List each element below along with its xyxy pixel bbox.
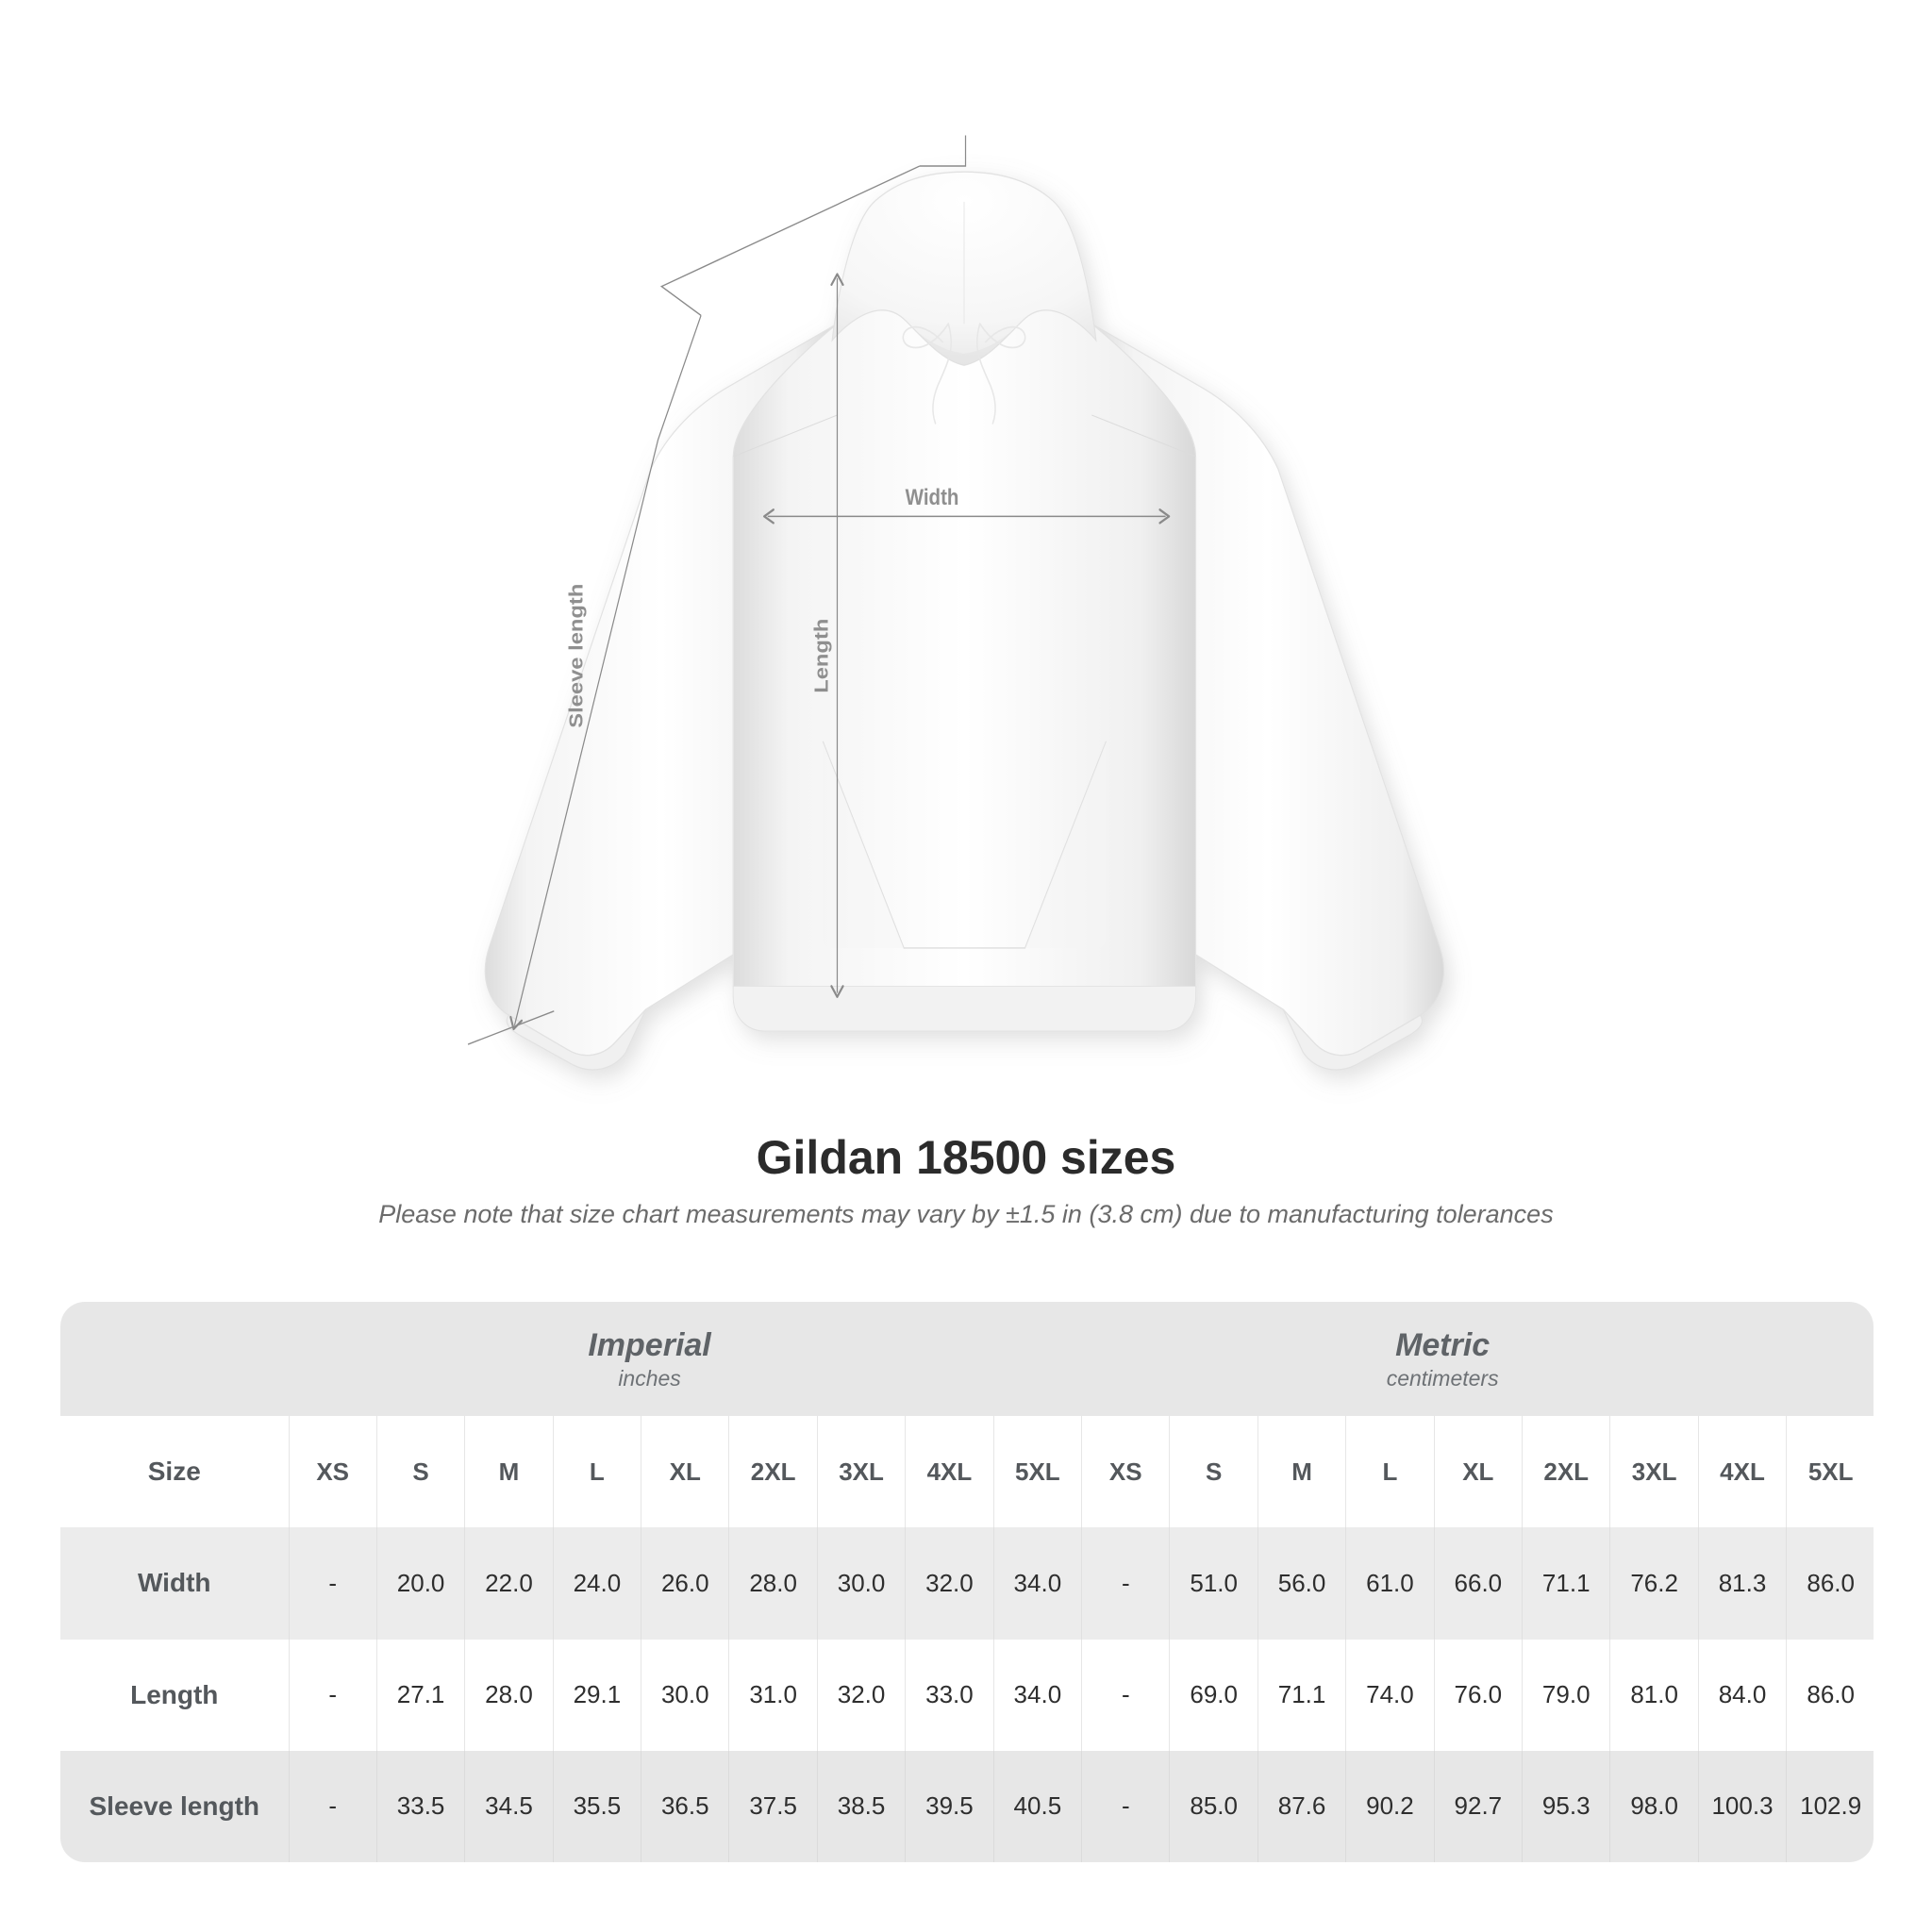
svg-text:Sleeve length: Sleeve length [565,584,587,728]
svg-text:Length: Length [810,619,832,693]
svg-text:Width: Width [906,485,959,510]
